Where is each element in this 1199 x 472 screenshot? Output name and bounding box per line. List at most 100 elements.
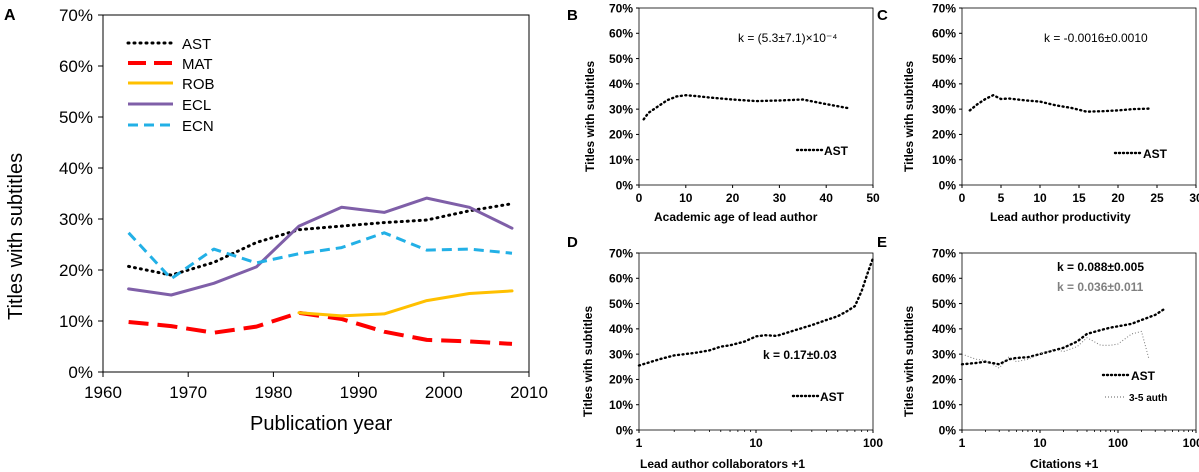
y-tick-label-d-1: 10%: [609, 398, 633, 412]
y-tick-label-e-4: 40%: [932, 322, 956, 336]
annotation-c: k = -0.0016±0.0010: [1044, 31, 1148, 45]
legend-label-ast-d: AST: [820, 390, 845, 404]
legend-label-ecn-a: ECN: [182, 118, 214, 135]
x-tick-label-b-5: 50: [866, 191, 880, 205]
y-axis-label-d: Titles with subtitles: [581, 306, 595, 417]
y-tick-label-b-3: 30%: [609, 102, 633, 116]
series-lines-e: [960, 307, 1167, 369]
x-tick-label-b-0: 0: [636, 191, 643, 205]
y-tick-label-a-2: 20%: [59, 261, 93, 280]
legend-label-mat-a: MAT: [182, 56, 213, 73]
y-tick-label-a-7: 70%: [59, 6, 93, 25]
x-tick-label-b-1: 10: [679, 191, 693, 205]
y-tick-label-c-3: 30%: [932, 102, 956, 116]
series-ast-line-c: [968, 93, 1151, 113]
legend-label-ecl-a: ECL: [182, 97, 211, 114]
panel-d: D 1 10 100 0% 10% 20% 30% 40% 50% 60% 70% Lead aut…: [567, 234, 883, 471]
panel-letter-a: A: [4, 7, 16, 24]
legend-a: AST MAT ROB ECL ECN: [126, 36, 215, 135]
y-axis-label-c: Titles with subtitles: [902, 61, 916, 172]
x-tick-label-a-3: 1990: [340, 383, 378, 402]
x-tick-label-c-0: 0: [959, 191, 966, 205]
x-tick-label-c-5: 25: [1150, 191, 1164, 205]
x-tick-label-a-1: 1970: [169, 383, 207, 402]
x-axis-label-e: Citations +1: [1030, 457, 1099, 471]
series-lines-b: [642, 93, 851, 121]
x-tick-label-c-6: 30: [1189, 191, 1199, 205]
x-tick-label-a-0: 1960: [84, 383, 122, 402]
plot-frame-e: [961, 252, 1197, 431]
series-ast-line-b: [642, 93, 851, 121]
y-tick-label-c-0: 0%: [939, 178, 957, 192]
y-tick-label-d-3: 30%: [609, 347, 633, 361]
y-tick-label-e-0: 0%: [939, 423, 957, 437]
y-tick-label-a-3: 30%: [59, 210, 93, 229]
legend-label-ast-a: AST: [182, 36, 211, 53]
x-tick-label-c-4: 20: [1111, 191, 1125, 205]
series-lines-a: [127, 196, 514, 346]
x-tick-label-e-2: 100: [1108, 436, 1128, 450]
panel-a: A 1960 1970 1980 1990 2000 2010 0% 10% 20% 30% 40%…: [4, 6, 548, 435]
annotation-d: k = 0.17±0.03: [763, 348, 837, 362]
legend-label-rob-a: ROB: [182, 76, 215, 93]
series-rob-line-a: [297, 289, 514, 318]
y-tick-label-d-0: 0%: [616, 423, 634, 437]
y-tick-label-b-2: 20%: [609, 128, 633, 142]
x-axis-label-a: Publication year: [250, 413, 393, 435]
series-ast-line-d: [637, 256, 875, 367]
y-tick-label-d-5: 50%: [609, 297, 633, 311]
x-tick-label-d-1: 10: [749, 436, 763, 450]
x-axis-label-b: Academic age of lead author: [654, 210, 818, 224]
panel-letter-e: E: [877, 234, 887, 251]
x-tick-label-b-4: 40: [820, 191, 834, 205]
y-tick-label-c-2: 20%: [932, 128, 956, 142]
legend-label-ast-b: AST: [824, 144, 849, 158]
y-tick-label-e-3: 30%: [932, 347, 956, 361]
y-tick-label-b-7: 70%: [609, 1, 633, 15]
panel-c: C 0 5 10 15 20 25 30 0% 10% 20% 30% 40% 50% 60% 70% Le…: [877, 1, 1199, 224]
panel-letter-d: D: [567, 234, 578, 251]
ticks-b: 0 10 20 30 40 50 0% 10% 20% 30% 40% 50% 60% 70%: [609, 1, 880, 205]
legend-label-ast-e: AST: [1131, 369, 1156, 383]
y-tick-label-b-0: 0%: [616, 178, 634, 192]
x-tick-label-c-1: 5: [998, 191, 1005, 205]
legend-label-auth-e: 3-5 auth: [1129, 393, 1167, 404]
x-tick-label-e-1: 10: [1033, 436, 1047, 450]
y-tick-label-a-4: 40%: [59, 159, 93, 178]
panel-letter-c: C: [877, 7, 888, 24]
y-tick-label-d-7: 70%: [609, 246, 633, 260]
ticks-a: 1960 1970 1980 1990 2000 2010 0% 10% 20% 30% 40% 50…: [59, 6, 548, 402]
y-axis-label-e: Titles with subtitles: [902, 306, 916, 417]
y-tick-label-e-6: 60%: [932, 272, 956, 286]
y-tick-label-a-1: 10%: [59, 312, 93, 331]
series-3-5-auth-line-e: [961, 330, 1150, 369]
x-tick-label-a-5: 2010: [510, 383, 548, 402]
x-axis-label-d: Lead author collaborators +1: [640, 457, 805, 471]
ticks-d: 1 10 100 0% 10% 20% 30% 40% 50% 60% 70%: [609, 246, 883, 450]
panel-b: B 0 10 20 30 40 50 0% 10% 20% 30% 40% 50% 60% 70% Aca…: [567, 1, 880, 224]
y-tick-label-b-5: 50%: [609, 52, 633, 66]
series-ecl-line-a: [127, 196, 514, 297]
series-ecn-line-a: [127, 231, 513, 281]
y-tick-label-d-2: 20%: [609, 373, 633, 387]
x-tick-label-e-0: 1: [959, 436, 966, 450]
plot-frame-b: [638, 7, 874, 186]
y-axis-label-a: Titles with subtitles: [5, 153, 27, 320]
y-tick-label-c-7: 70%: [932, 1, 956, 15]
x-tick-label-d-0: 1: [636, 436, 643, 450]
y-tick-label-c-6: 60%: [932, 27, 956, 41]
y-tick-label-e-2: 20%: [932, 373, 956, 387]
series-ast-line-a: [127, 202, 514, 277]
annotation-e-ast: k = 0.088±0.005: [1057, 260, 1144, 274]
y-tick-label-d-6: 60%: [609, 272, 633, 286]
y-tick-label-b-1: 10%: [609, 153, 633, 167]
ticks-c: 0 5 10 15 20 25 30 0% 10% 20% 30% 40% 50% 60% 70%: [932, 1, 1199, 205]
x-tick-label-b-3: 30: [773, 191, 787, 205]
y-tick-label-a-6: 60%: [59, 57, 93, 76]
plot-frame-a: [102, 14, 530, 373]
series-lines-c: [968, 93, 1151, 113]
y-tick-label-a-5: 50%: [59, 108, 93, 127]
